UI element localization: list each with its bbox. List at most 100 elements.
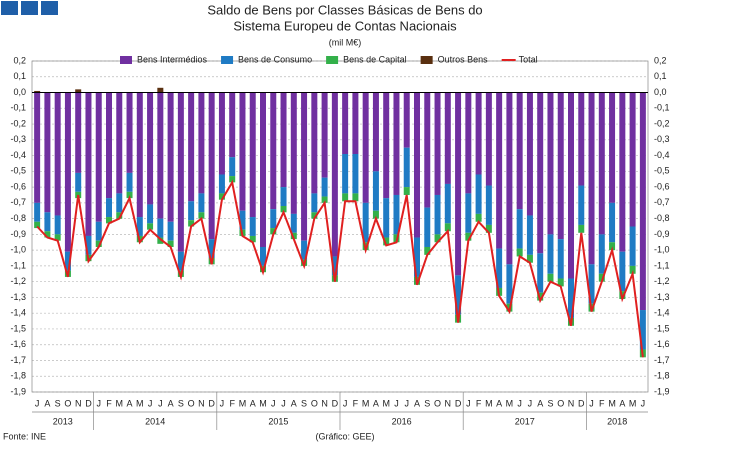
x-tick-label: M xyxy=(485,398,493,408)
bar-segment xyxy=(485,92,492,186)
bar-segment xyxy=(157,92,164,219)
bar-segment xyxy=(54,234,61,241)
y-tick-label: -0,5 xyxy=(10,166,26,176)
bar-segment xyxy=(475,92,482,175)
bar-segment xyxy=(547,273,554,282)
x-tick-label: A xyxy=(537,398,543,408)
bar-segment xyxy=(598,92,605,235)
bar-segment xyxy=(619,251,626,292)
bar-segment xyxy=(75,172,82,192)
bar-segment xyxy=(249,217,256,236)
x-tick-label: F xyxy=(353,398,359,408)
y2-tick-label: -0,8 xyxy=(654,213,670,223)
bar-segment xyxy=(352,153,359,194)
logo-square xyxy=(21,1,38,15)
bar-segment xyxy=(218,174,225,194)
y2-tick-label: 0,0 xyxy=(654,87,667,97)
bar-segment xyxy=(609,92,616,203)
bar-segment xyxy=(218,92,225,175)
x-tick-label: J xyxy=(466,398,471,408)
bar-segment xyxy=(434,194,441,235)
y2-tick-label: -0,9 xyxy=(654,229,670,239)
y2-tick-label: -0,1 xyxy=(654,103,670,113)
x-tick-label: S xyxy=(178,398,184,408)
x-tick-label: A xyxy=(373,398,379,408)
bar-segment xyxy=(424,92,431,208)
bar-segment xyxy=(198,212,205,219)
y-tick-label: -1,0 xyxy=(10,245,26,255)
y2-tick-label: -0,2 xyxy=(654,118,670,128)
bar-segment xyxy=(434,92,441,195)
x-tick-label: A xyxy=(291,398,297,408)
bar-segment xyxy=(208,239,215,259)
x-tick-label: S xyxy=(424,398,430,408)
y-tick-label: -1,1 xyxy=(10,260,26,270)
y2-tick-label: -1,1 xyxy=(654,260,670,270)
bar-segment xyxy=(229,157,236,177)
bar-segment xyxy=(147,223,154,230)
y2-tick-label: -1,7 xyxy=(654,355,670,365)
bar-segment xyxy=(229,176,236,183)
y-tick-label: -1,5 xyxy=(10,323,26,333)
bar-segment xyxy=(434,234,441,243)
y-tick-label: -0,2 xyxy=(10,118,26,128)
bar-segment xyxy=(218,193,225,200)
bar-segment xyxy=(95,240,102,247)
y2-tick-label: -1,4 xyxy=(654,308,670,318)
bar-segment xyxy=(321,92,328,178)
bar-segment xyxy=(75,89,82,93)
x-tick-label: J xyxy=(96,398,101,408)
x-tick-label: J xyxy=(158,398,163,408)
bar-segment xyxy=(352,92,359,154)
x-tick-label: O xyxy=(557,398,564,408)
bar-segment xyxy=(516,92,523,210)
y2-tick-label: -0,5 xyxy=(654,166,670,176)
chart-title: Saldo de Bens por Classes Básicas de Ben… xyxy=(207,2,482,17)
bar-segment xyxy=(609,242,616,251)
bar-segment xyxy=(547,234,554,274)
y2-tick-label: -1,9 xyxy=(654,386,670,396)
x-tick-label: J xyxy=(343,398,348,408)
bar-segment xyxy=(557,92,564,240)
y-tick-label: -1,3 xyxy=(10,292,26,302)
bar-segment xyxy=(44,212,51,232)
x-tick-label: J xyxy=(589,398,594,408)
bar-segment xyxy=(95,221,102,241)
bar-segment xyxy=(465,232,472,241)
bar-segment xyxy=(557,239,564,279)
y-tick-label: -1,7 xyxy=(10,355,26,365)
bar-segment xyxy=(136,217,143,236)
credit: (Gráfico: GEE) xyxy=(315,431,374,441)
bar-segment xyxy=(455,275,462,315)
bar-segment xyxy=(475,213,482,222)
bar-segment xyxy=(588,92,595,265)
year-label: 2018 xyxy=(607,416,627,426)
x-tick-label: M xyxy=(608,398,616,408)
bar-segment xyxy=(167,240,174,247)
bar-segment xyxy=(578,185,585,225)
bar-segment xyxy=(506,92,513,265)
x-tick-label: O xyxy=(188,398,195,408)
bar-segment xyxy=(280,206,287,213)
x-tick-label: F xyxy=(599,398,605,408)
x-tick-label: N xyxy=(75,398,82,408)
y-tick-label: -1,2 xyxy=(10,276,26,286)
bar-segment xyxy=(157,218,164,238)
y-tick-label: -0,4 xyxy=(10,150,26,160)
bar-segment xyxy=(403,147,410,188)
x-tick-label: D xyxy=(208,398,215,408)
x-tick-label: D xyxy=(455,398,462,408)
x-tick-label: F xyxy=(476,398,482,408)
x-tick-label: M xyxy=(362,398,370,408)
bar-segment xyxy=(342,193,349,202)
x-tick-label: D xyxy=(332,398,339,408)
bar-segment xyxy=(116,193,123,213)
bar-segment xyxy=(311,193,318,213)
bar-segment xyxy=(526,92,533,216)
x-tick-label: N xyxy=(568,398,575,408)
bar-segment xyxy=(147,204,154,224)
bar-segment xyxy=(342,92,349,154)
bar-segment xyxy=(188,201,195,221)
bar-segment xyxy=(609,202,616,243)
bar-segment xyxy=(578,92,585,186)
